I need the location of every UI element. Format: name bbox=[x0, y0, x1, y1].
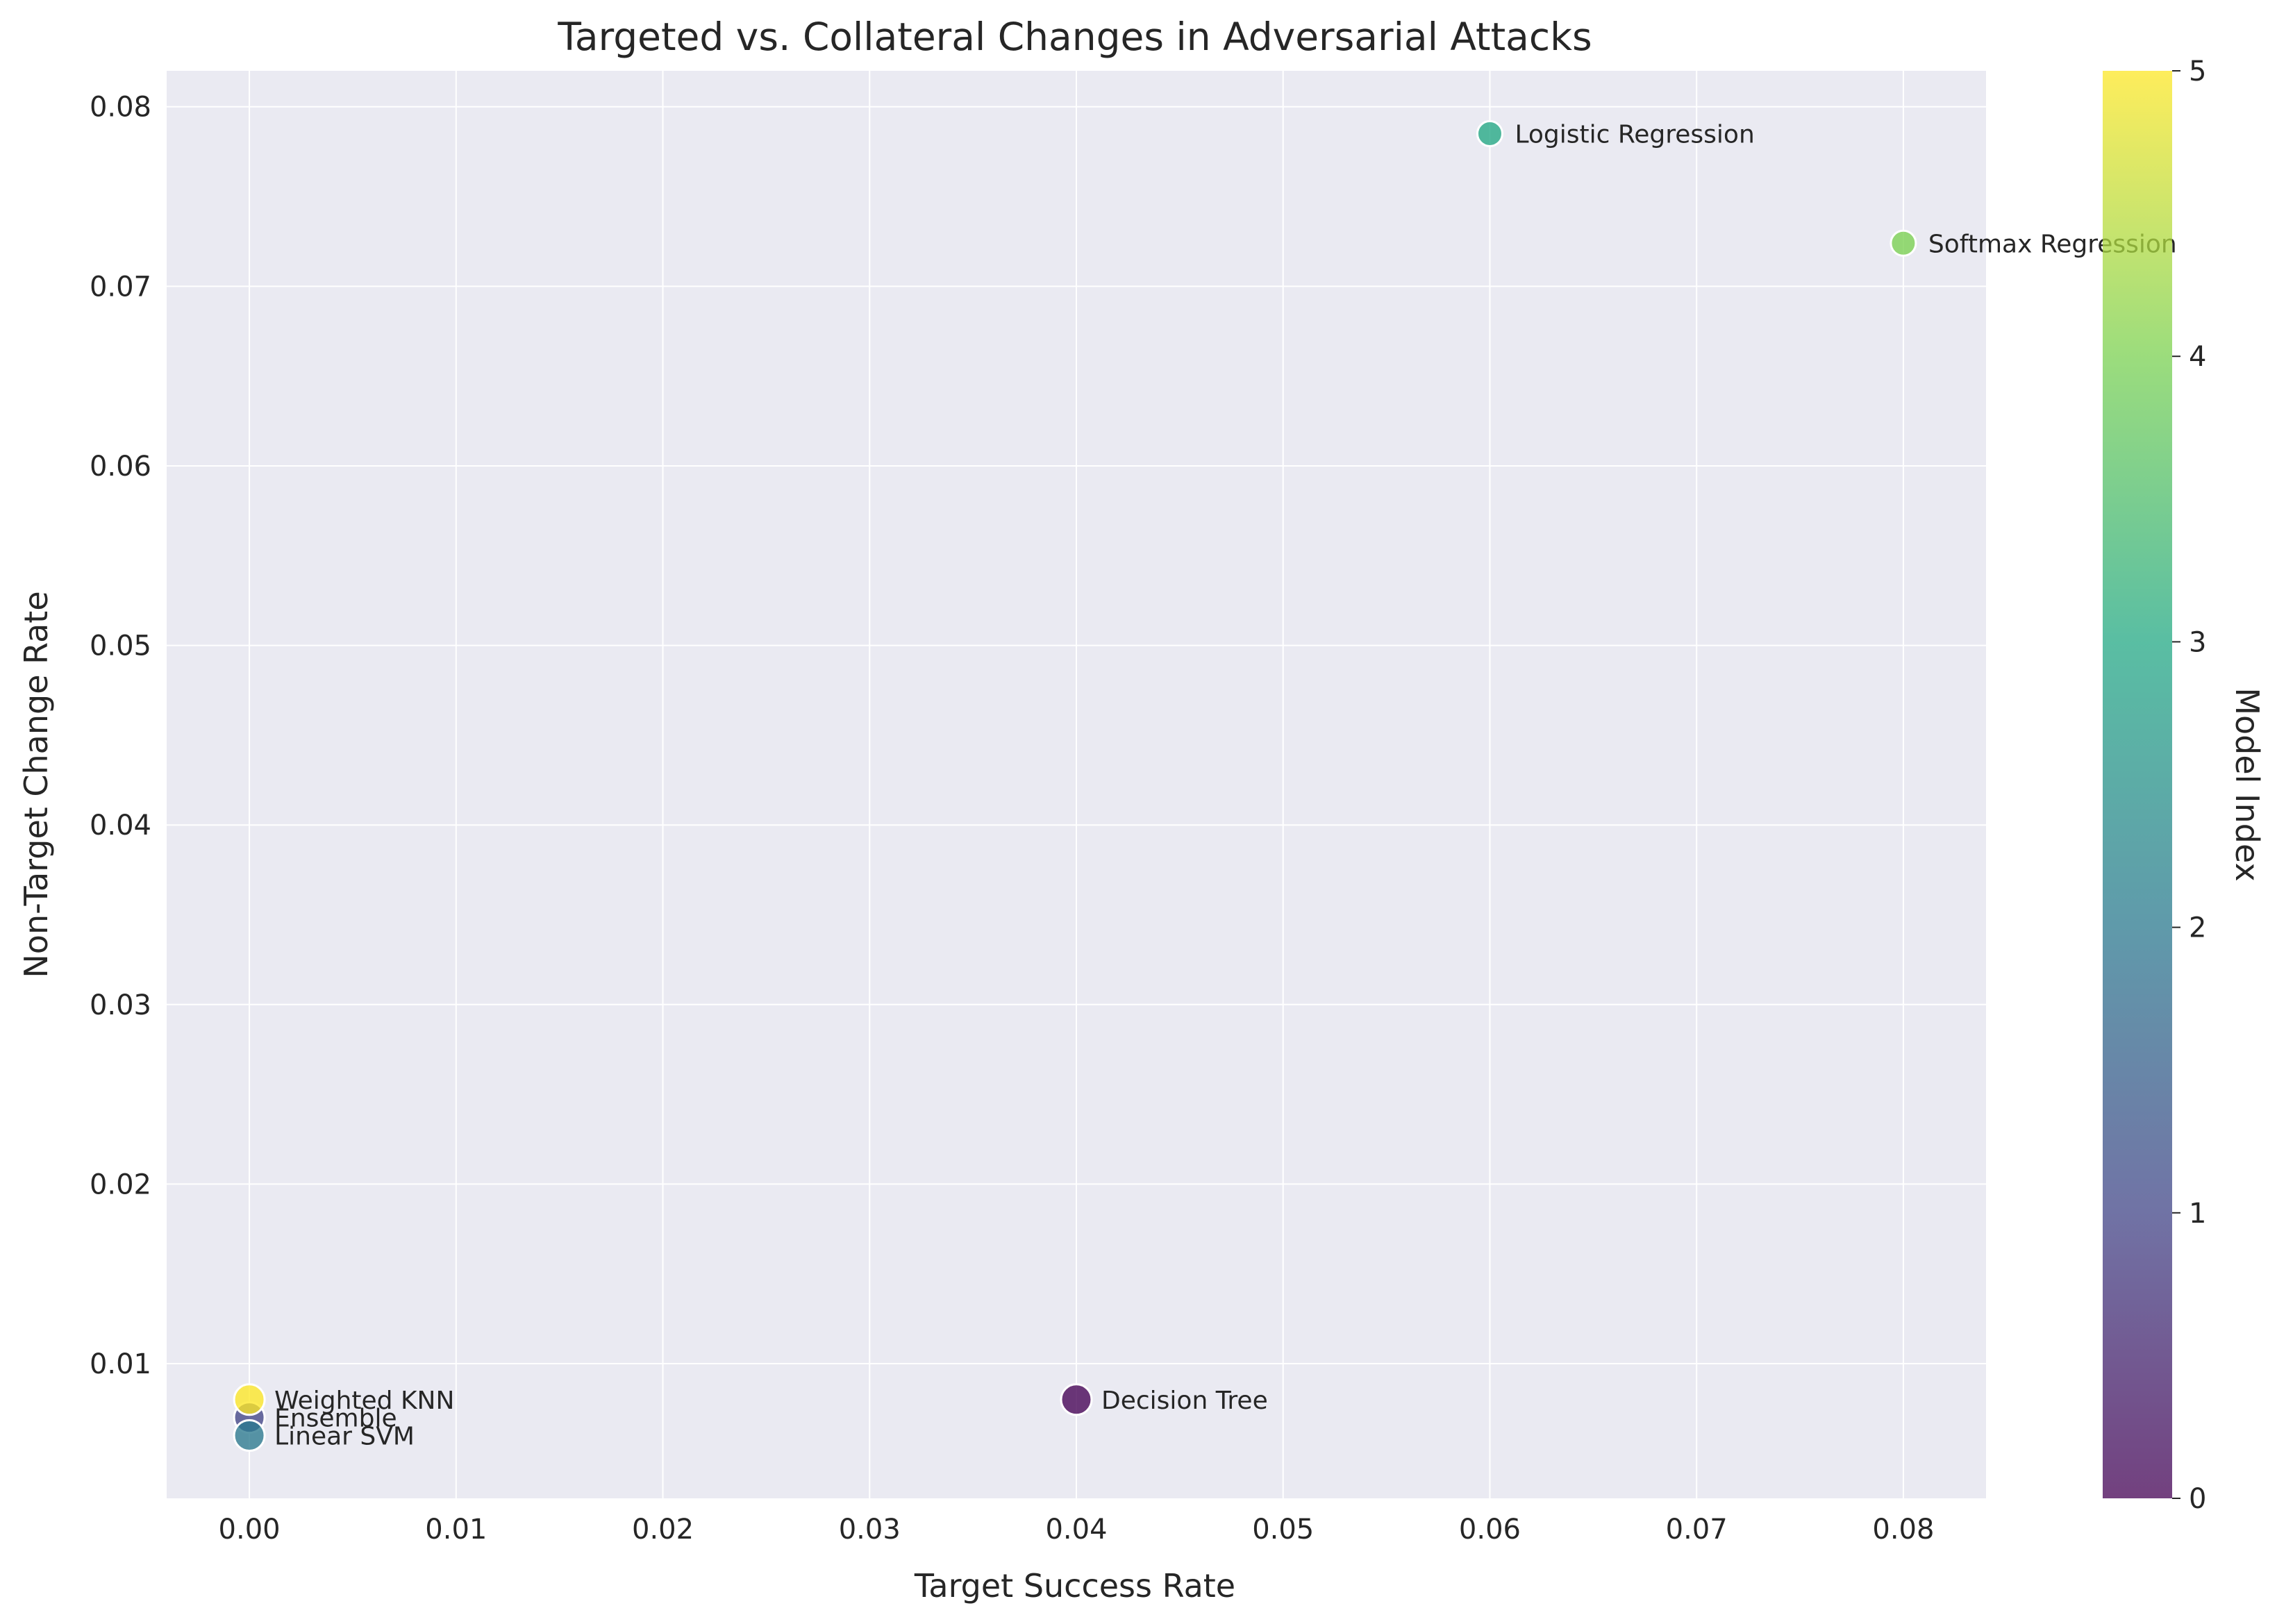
grid-lines bbox=[167, 71, 1986, 1498]
y-tick-label: 0.05 bbox=[90, 630, 151, 662]
y-tick-label: 0.08 bbox=[90, 92, 151, 124]
x-tick-label: 0.08 bbox=[1872, 1514, 1934, 1546]
x-axis-ticks: 0.00 0.01 0.02 0.03 0.04 0.05 0.06 0.07 0.08 bbox=[219, 1514, 1935, 1546]
x-axis-label: Target Success Rate bbox=[914, 1567, 1235, 1605]
y-tick-label: 0.02 bbox=[90, 1169, 151, 1200]
point-label: Linear SVM bbox=[274, 1422, 415, 1450]
y-tick-label: 0.03 bbox=[90, 989, 151, 1021]
x-tick-label: 0.04 bbox=[1045, 1514, 1107, 1546]
colorbar-gradient bbox=[2103, 71, 2172, 1498]
point-label: Logistic Regression bbox=[1515, 121, 1754, 149]
data-point bbox=[233, 1383, 266, 1416]
colorbar: 0 1 2 3 4 5 Model Index bbox=[2103, 56, 2266, 1515]
colorbar-tick-label: 1 bbox=[2189, 1198, 2206, 1230]
y-tick-label: 0.01 bbox=[90, 1348, 151, 1380]
y-tick-label: 0.06 bbox=[90, 451, 151, 483]
point-label: Decision Tree bbox=[1101, 1387, 1268, 1415]
x-tick-label: 0.01 bbox=[425, 1514, 487, 1546]
x-tick-label: 0.06 bbox=[1459, 1514, 1521, 1546]
y-axis-ticks: 0.01 0.02 0.03 0.04 0.05 0.06 0.07 0.08 bbox=[90, 92, 151, 1380]
x-tick-label: 0.05 bbox=[1252, 1514, 1314, 1546]
y-tick-label: 0.07 bbox=[90, 271, 151, 303]
data-point bbox=[1890, 229, 1917, 257]
x-tick-label: 0.00 bbox=[219, 1514, 281, 1546]
data-point bbox=[1476, 120, 1503, 148]
colorbar-tick-label: 4 bbox=[2189, 341, 2206, 373]
x-tick-label: 0.02 bbox=[632, 1514, 694, 1546]
y-tick-label: 0.04 bbox=[90, 810, 151, 842]
x-tick-label: 0.07 bbox=[1666, 1514, 1728, 1546]
colorbar-label: Model Index bbox=[2228, 687, 2266, 881]
colorbar-ticks: 0 1 2 3 4 5 bbox=[2172, 56, 2206, 1515]
data-points bbox=[233, 120, 1917, 1452]
x-tick-label: 0.03 bbox=[839, 1514, 901, 1546]
colorbar-tick-label: 0 bbox=[2189, 1483, 2206, 1515]
point-label: Ensemble bbox=[274, 1405, 397, 1433]
chart-title: Targeted vs. Collateral Changes in Adver… bbox=[557, 15, 1592, 59]
data-point bbox=[1060, 1383, 1093, 1416]
colorbar-tick-label: 3 bbox=[2189, 626, 2206, 658]
y-axis-label: Non-Target Change Rate bbox=[17, 591, 55, 978]
colorbar-tick-label: 2 bbox=[2189, 912, 2206, 944]
colorbar-tick-label: 5 bbox=[2189, 56, 2206, 87]
point-label: Weighted KNN bbox=[274, 1387, 454, 1415]
data-point bbox=[233, 1418, 266, 1452]
